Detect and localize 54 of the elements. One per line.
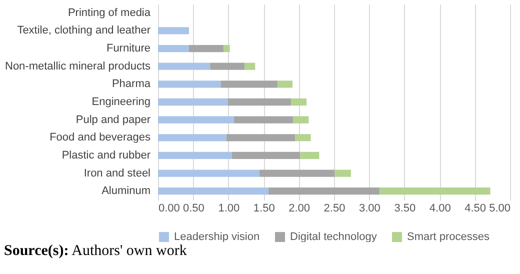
bar [268,188,380,195]
legend-label: Digital technology [290,231,378,243]
x-tick-label: 0.00 [158,202,180,214]
x-tick-label: 2.00 [288,202,310,214]
bar [158,98,228,106]
x-tick-label: 1.00 [218,202,240,214]
y-tick-label: Engineering [92,96,150,108]
bar [300,152,320,160]
legend-label: Smart processes [407,231,490,243]
bar [158,134,226,142]
legend-label: Leadership vision [174,231,260,243]
bar [244,62,256,70]
bar [158,27,189,34]
y-tick-label: Iron and steel [84,167,150,180]
y-tick-label: Aluminum [102,185,150,198]
bar [158,62,210,70]
y-tick-label: Non-metallic mineral products [5,60,151,72]
bar [334,170,351,177]
bar [210,62,245,70]
bar [158,170,260,177]
bar [232,152,300,160]
y-tick-label: Printing of media [68,6,152,19]
y-tick-label: Pharma [112,78,152,90]
bar [158,188,269,195]
bar [158,116,234,124]
bar [259,170,335,177]
bar [295,134,311,142]
y-tick-label: Textile, clothing and leather [17,24,151,37]
bar [278,80,292,88]
bar [223,44,230,52]
x-tick-label: 3.00 [358,202,380,214]
bar [291,98,307,106]
x-tick-label: 0.50 [182,202,204,214]
x-tick-label: 5.00 [489,202,510,214]
x-tick-label: 1.50 [253,202,275,214]
bar [380,188,490,195]
x-tick-label: 3.50 [394,202,416,214]
bar [158,44,189,52]
bar [188,44,224,52]
y-tick-label: Food and beverages [50,132,151,144]
source-note: Source(s): Authors' own work [4,242,188,260]
bar [158,80,221,88]
bar [234,116,294,124]
x-tick-label: 4.00 [429,202,451,214]
y-tick-label: Furniture [106,42,150,55]
bar [226,134,296,142]
y-tick-label: Pulp and paper [76,114,151,126]
x-tick-label: 2.50 [324,202,346,214]
x-tick-label: 4.50 [464,202,486,214]
bar [228,98,292,106]
bar [220,80,278,88]
bar [293,116,309,124]
bar [158,152,232,160]
y-tick-label: Plastic and rubber [62,149,151,162]
